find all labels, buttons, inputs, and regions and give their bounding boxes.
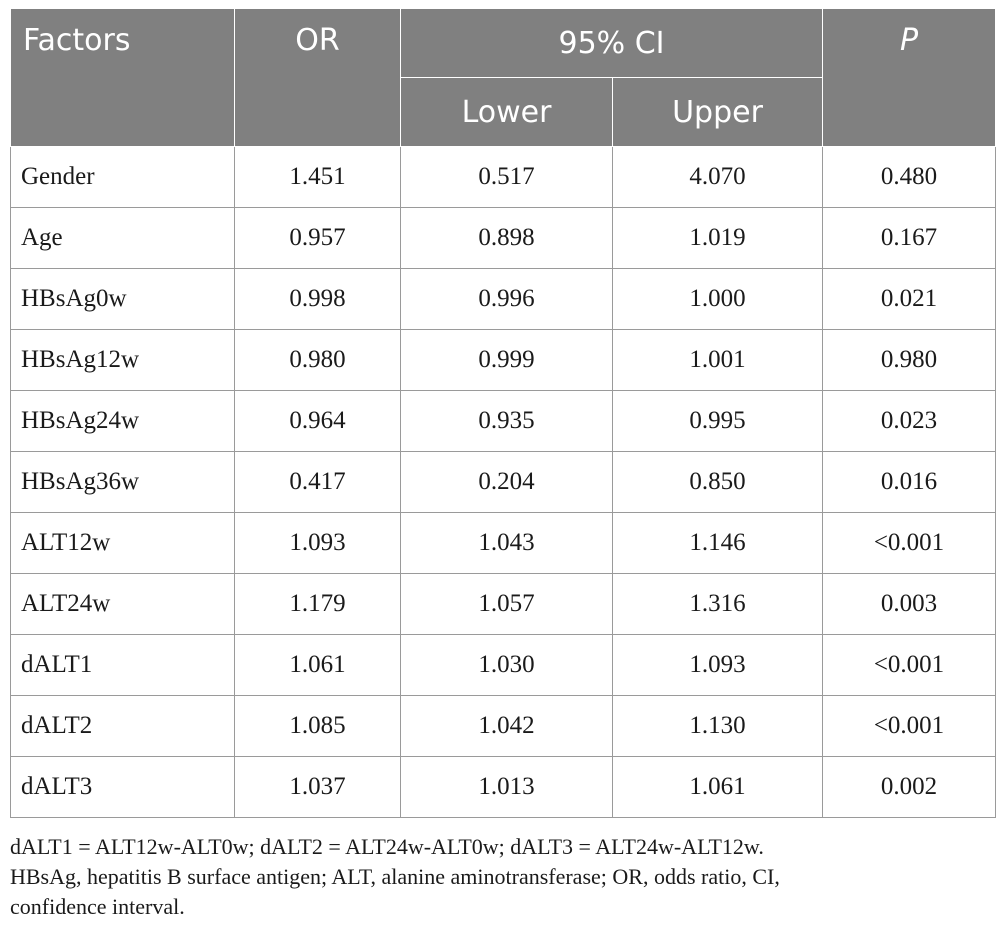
cell-factor: ALT24w <box>10 573 235 635</box>
cell-factor: dALT1 <box>10 634 235 696</box>
header-lower: Lower <box>400 77 613 147</box>
cell-factor: HBsAg0w <box>10 268 235 330</box>
cell-p: 0.003 <box>822 573 997 635</box>
cell-upper: 1.316 <box>611 573 824 635</box>
cell-upper: 0.850 <box>611 451 824 513</box>
cell-p: 0.480 <box>822 146 997 208</box>
cell-p: 0.023 <box>822 390 997 452</box>
cell-or: 0.980 <box>234 329 401 391</box>
cell-p: 0.016 <box>822 451 997 513</box>
cell-upper: 4.070 <box>611 146 824 208</box>
cell-lower: 1.057 <box>400 573 613 635</box>
cell-or: 1.085 <box>234 695 401 757</box>
cell-factor: HBsAg12w <box>10 329 235 391</box>
table-row: Age 0.957 0.898 1.019 0.167 <box>10 207 997 269</box>
table-row: dALT3 1.037 1.013 1.061 0.002 <box>10 756 997 818</box>
cell-p: 0.021 <box>822 268 997 330</box>
cell-lower: 1.030 <box>400 634 613 696</box>
cell-lower: 0.999 <box>400 329 613 391</box>
cell-or: 1.451 <box>234 146 401 208</box>
cell-upper: 1.093 <box>611 634 824 696</box>
cell-or: 0.957 <box>234 207 401 269</box>
cell-lower: 0.204 <box>400 451 613 513</box>
table-footnote: dALT1 = ALT12w-ALT0w; dALT2 = ALT24w-ALT… <box>10 832 995 922</box>
cell-p: <0.001 <box>822 634 997 696</box>
cell-lower: 0.996 <box>400 268 613 330</box>
header-upper: Upper <box>611 77 824 147</box>
cell-factor: HBsAg24w <box>10 390 235 452</box>
header-factors: Factors <box>10 8 235 147</box>
cell-upper: 1.000 <box>611 268 824 330</box>
table-body: Gender 1.451 0.517 4.070 0.480 Age 0.957… <box>10 146 997 818</box>
cell-or: 1.093 <box>234 512 401 574</box>
cell-factor: dALT2 <box>10 695 235 757</box>
table-row: ALT12w 1.093 1.043 1.146 <0.001 <box>10 512 997 574</box>
cell-or: 1.037 <box>234 756 401 818</box>
footnote-line: dALT1 = ALT12w-ALT0w; dALT2 = ALT24w-ALT… <box>10 834 764 859</box>
cell-or: 0.998 <box>234 268 401 330</box>
results-table: Factors OR 95% CI P Lower Upper Gender 1… <box>10 8 997 818</box>
table-row: dALT2 1.085 1.042 1.130 <0.001 <box>10 695 997 757</box>
cell-upper: 1.130 <box>611 695 824 757</box>
table-row: Gender 1.451 0.517 4.070 0.480 <box>10 146 997 208</box>
cell-lower: 0.935 <box>400 390 613 452</box>
cell-factor: Age <box>10 207 235 269</box>
table-row: HBsAg24w 0.964 0.935 0.995 0.023 <box>10 390 997 452</box>
cell-lower: 1.042 <box>400 695 613 757</box>
cell-p: <0.001 <box>822 695 997 757</box>
cell-factor: Gender <box>10 146 235 208</box>
table-row: HBsAg36w 0.417 0.204 0.850 0.016 <box>10 451 997 513</box>
table-row: ALT24w 1.179 1.057 1.316 0.003 <box>10 573 997 635</box>
header-ci: 95% CI <box>399 8 824 78</box>
header-or: OR <box>234 8 401 147</box>
cell-lower: 1.013 <box>400 756 613 818</box>
footnote-line: confidence interval. <box>10 894 185 919</box>
cell-p: 0.002 <box>822 756 997 818</box>
cell-or: 1.061 <box>234 634 401 696</box>
header-row: Factors OR 95% CI P <box>10 8 997 147</box>
cell-p: 0.980 <box>822 329 997 391</box>
cell-lower: 1.043 <box>400 512 613 574</box>
cell-lower: 0.517 <box>400 146 613 208</box>
table-row: HBsAg0w 0.998 0.996 1.000 0.021 <box>10 268 997 330</box>
cell-upper: 1.001 <box>611 329 824 391</box>
cell-factor: dALT3 <box>10 756 235 818</box>
cell-p: <0.001 <box>822 512 997 574</box>
footnote-line: HBsAg, hepatitis B surface antigen; ALT,… <box>10 864 780 889</box>
cell-or: 0.964 <box>234 390 401 452</box>
header-subrow: Lower Upper <box>11 77 996 147</box>
cell-lower: 0.898 <box>400 207 613 269</box>
cell-or: 0.417 <box>234 451 401 513</box>
table-row: dALT1 1.061 1.030 1.093 <0.001 <box>10 634 997 696</box>
table-header: Factors OR 95% CI P Lower Upper <box>10 8 997 147</box>
cell-factor: ALT12w <box>10 512 235 574</box>
cell-or: 1.179 <box>234 573 401 635</box>
cell-upper: 1.146 <box>611 512 824 574</box>
header-p: P <box>822 8 997 147</box>
cell-upper: 1.061 <box>611 756 824 818</box>
table-row: HBsAg12w 0.980 0.999 1.001 0.980 <box>10 329 997 391</box>
cell-factor: HBsAg36w <box>10 451 235 513</box>
cell-upper: 1.019 <box>611 207 824 269</box>
cell-upper: 0.995 <box>611 390 824 452</box>
cell-p: 0.167 <box>822 207 997 269</box>
